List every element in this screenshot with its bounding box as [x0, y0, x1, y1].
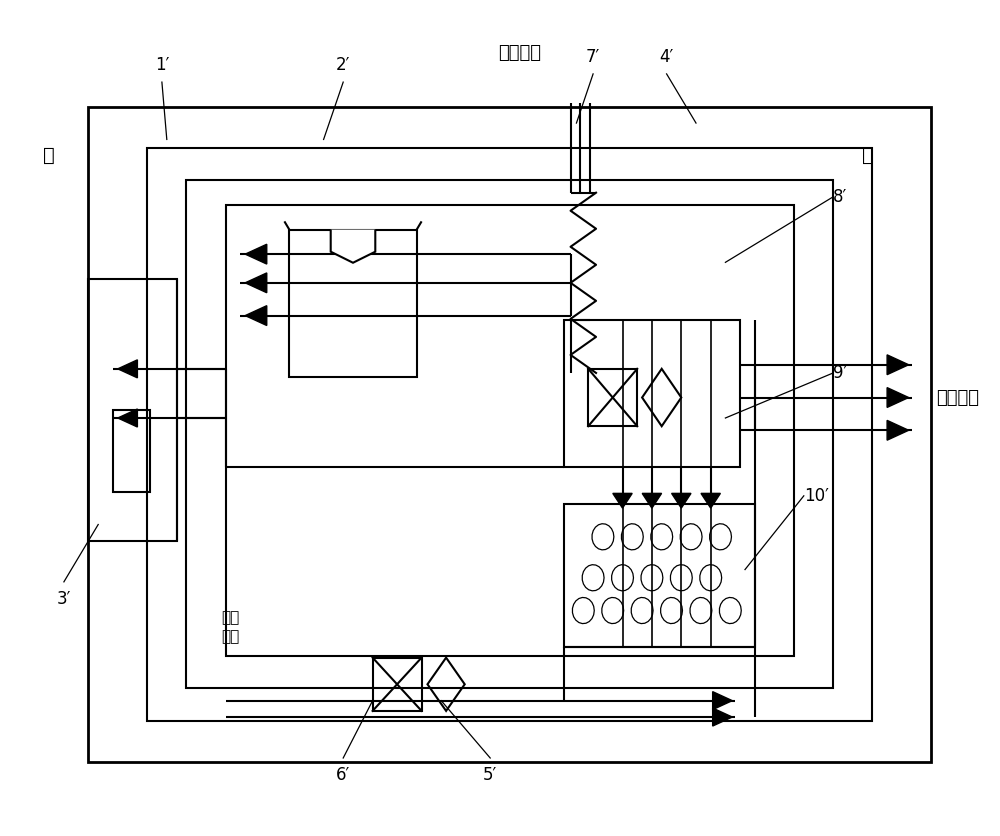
Text: 干冷空气: 干冷空气: [498, 44, 541, 63]
Text: 8′: 8′: [833, 188, 847, 206]
Bar: [113, 410, 150, 492]
Text: 后: 后: [862, 146, 873, 166]
Text: 3′: 3′: [57, 590, 71, 608]
Polygon shape: [701, 493, 720, 508]
Polygon shape: [245, 244, 267, 264]
Polygon shape: [331, 230, 375, 263]
Bar: [564, 319, 740, 467]
Bar: [289, 230, 417, 377]
Bar: [373, 658, 422, 711]
Polygon shape: [887, 388, 909, 407]
Polygon shape: [713, 691, 732, 710]
Bar: [88, 107, 931, 762]
Text: 6′: 6′: [336, 766, 350, 784]
Polygon shape: [118, 409, 137, 427]
Bar: [226, 205, 794, 655]
Polygon shape: [887, 354, 909, 375]
Text: 1′: 1′: [155, 56, 169, 74]
Text: 2′: 2′: [336, 56, 350, 74]
Polygon shape: [642, 493, 662, 508]
Text: 5′: 5′: [483, 766, 497, 784]
Bar: [588, 369, 637, 426]
Bar: [88, 278, 177, 541]
Bar: [564, 504, 755, 647]
Polygon shape: [118, 359, 137, 378]
Bar: [186, 181, 833, 688]
Text: 干热空气: 干热空气: [936, 389, 979, 406]
Text: 9′: 9′: [833, 364, 847, 382]
Polygon shape: [887, 421, 909, 441]
Polygon shape: [672, 493, 691, 508]
Text: 湿热
空气: 湿热 空气: [221, 610, 240, 644]
Bar: [147, 148, 872, 721]
Text: 7′: 7′: [586, 48, 600, 66]
Text: 前: 前: [43, 146, 55, 166]
Text: 4′: 4′: [659, 48, 674, 66]
Polygon shape: [713, 708, 732, 726]
Polygon shape: [245, 306, 267, 325]
Polygon shape: [613, 493, 632, 508]
Polygon shape: [245, 273, 267, 293]
Text: 10′: 10′: [804, 487, 829, 505]
